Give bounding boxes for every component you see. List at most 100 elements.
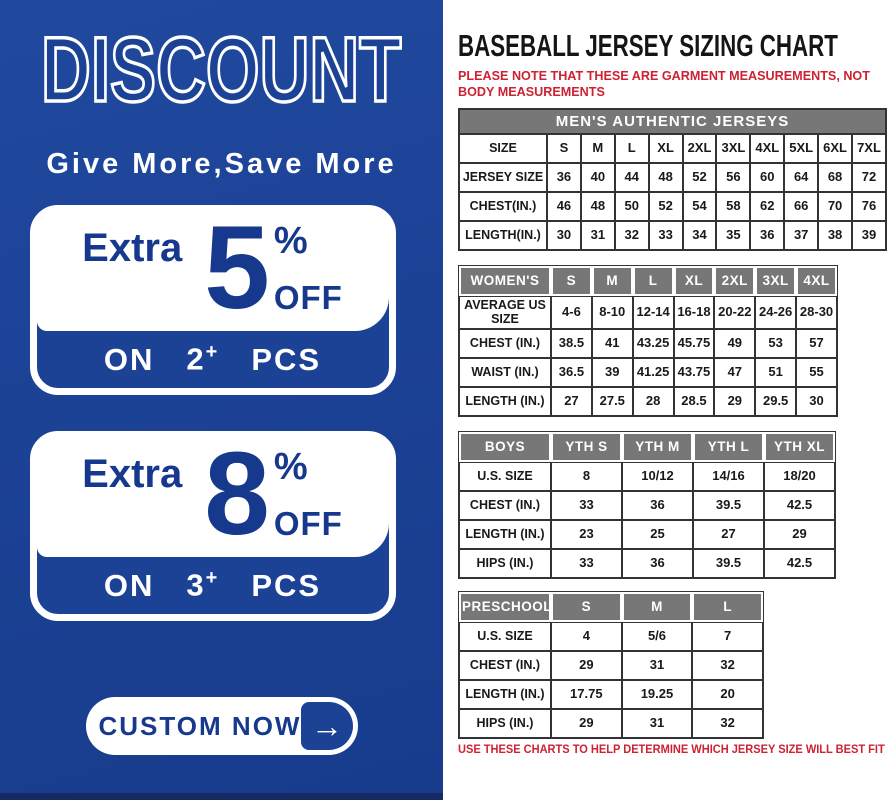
data-cell: 2XL [682,134,717,164]
custom-now-button[interactable]: CUSTOM NOW → [85,697,358,755]
row-label: U.S. SIZE [459,621,551,651]
sizing-chart-panel: BASEBALL JERSEY SIZING CHART PLEASE NOTE… [443,0,888,800]
data-cell: 57 [796,328,837,358]
data-cell: 41 [591,328,633,358]
data-cell: 29.5 [755,386,797,416]
data-cell: 8 [551,461,622,491]
data-cell: 35 [716,221,751,251]
pcs-label: PCS [251,341,322,377]
row-label: U.S. SIZE [459,461,551,491]
data-cell: 52 [648,192,683,222]
data-cell: 37 [784,221,819,251]
percent-off-stack: % OFF [274,220,343,317]
row-label: LENGTH (IN.) [459,386,551,416]
header-cell: WOMEN'S [459,266,551,297]
data-cell: 7XL [852,134,886,164]
data-cell: 66 [784,192,819,222]
data-cell: 32 [692,708,763,738]
header-cell: 4XL [796,266,837,297]
data-cell: 44 [614,163,649,193]
data-cell: 54 [682,192,717,222]
data-cell: 28.5 [673,386,715,416]
data-cell: 60 [750,163,785,193]
data-cell: 42.5 [764,490,835,520]
offer-top: Extra 5 % OFF [36,209,389,331]
data-cell: 46 [547,192,581,222]
data-cell: 36 [622,490,693,520]
header-cell: M [621,591,693,622]
data-cell: 4XL [750,134,785,164]
data-cell: 30 [796,386,837,416]
header-cell: L [692,591,763,622]
offer-value: 8 [204,428,270,560]
data-cell: 41.25 [632,357,674,387]
percent-off-stack: % OFF [274,446,343,543]
arrow-right-icon[interactable]: → [301,702,353,750]
data-cell: 18/20 [764,461,835,491]
data-cell: 68 [818,163,853,193]
data-cell: 38 [818,221,853,251]
data-cell: 25 [622,519,693,549]
off-label: OFF [273,279,343,316]
header-cell: M [591,266,633,297]
data-cell: 3XL [716,134,751,164]
row-label: SIZE [459,134,547,164]
data-cell: 38.5 [551,328,592,358]
header-cell: 3XL [755,266,797,297]
data-cell: 4 [551,621,622,651]
data-cell: 50 [614,192,649,222]
on-label: ON [103,567,155,603]
row-label: CHEST(IN.) [459,192,547,222]
extra-label: Extra [82,226,183,270]
data-cell: 72 [852,163,886,193]
data-cell: 20-22 [714,296,756,329]
offer-top: Extra 8 % OFF [36,428,389,560]
data-cell: 48 [580,192,615,222]
data-cell: 31 [580,221,615,251]
offer-card-5-percent: Extra 5 % OFF ON 2+ PCS [29,205,396,395]
data-cell: 16-18 [673,296,715,329]
header-cell: PRESCHOOL [459,591,552,622]
data-cell: 36 [622,548,693,578]
data-cell: 20 [692,679,763,709]
header-cell: L [632,266,674,297]
data-cell: 19.25 [621,679,693,709]
data-cell: 47 [714,357,756,387]
data-cell: 32 [692,650,763,680]
data-cell: 28 [632,386,674,416]
womens-table: WOMEN'S S M L XL 2XL 3XL 4XL AVERAGE US SIZE 4-6 8… [458,265,838,417]
mens-table-container: MEN'S AUTHENTIC JERSEYS SIZE S M L XL 2XL 3XL 4X… [458,108,887,252]
data-cell: 39 [591,357,633,387]
plus-sign: + [205,567,220,590]
data-cell: 56 [716,163,751,193]
header-cell: YTH L [693,431,764,462]
preschool-table-container: PRESCHOOL S M L U.S. SIZE 4 5/6 7 CHEST (IN.) 29 3… [458,590,764,739]
data-cell: 29 [551,708,622,738]
row-label: LENGTH(IN.) [459,221,547,251]
header-cell: YTH XL [764,431,835,462]
data-cell: 32 [614,221,649,251]
data-cell: 40 [580,163,615,193]
data-cell: 53 [755,328,797,358]
plus-sign: + [205,341,220,364]
data-cell: 36 [750,221,785,251]
percent-sign: % [273,220,308,262]
extra-label: Extra [82,452,183,496]
offer-condition-band: ON 2+ PCS [37,331,389,388]
data-cell: 49 [714,328,756,358]
data-cell: 14/16 [693,461,764,491]
header-cell: YTH S [551,431,622,462]
data-cell: 10/12 [622,461,693,491]
data-cell: 5/6 [621,621,693,651]
data-cell: 43.25 [632,328,674,358]
data-cell: 39 [852,221,886,251]
boys-table: BOYS YTH S YTH M YTH L YTH XL U.S. SIZE 8 10/12… [458,430,836,579]
data-cell: 52 [682,163,717,193]
data-cell: 39.5 [693,548,764,578]
data-cell: 70 [818,192,853,222]
data-cell: 62 [750,192,785,222]
data-cell: 42.5 [764,548,835,578]
header-cell: XL [673,266,715,297]
data-cell: 39.5 [693,490,764,520]
data-cell: 33 [551,548,622,578]
